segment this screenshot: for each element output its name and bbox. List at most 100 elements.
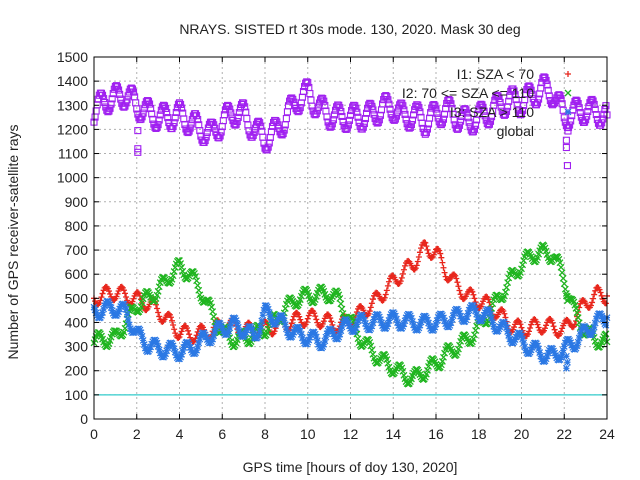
data-point (257, 122, 265, 130)
data-point (153, 291, 161, 299)
data-point (414, 258, 421, 265)
data-point (107, 291, 114, 298)
data-point (92, 309, 100, 317)
data-point (550, 347, 557, 355)
data-point (267, 316, 275, 324)
data-point (297, 330, 305, 338)
data-point (284, 329, 291, 336)
data-point (452, 272, 459, 279)
data-point (423, 243, 430, 250)
data-point (575, 104, 583, 112)
data-point (527, 324, 534, 331)
data-point (98, 294, 105, 301)
data-point (449, 312, 457, 320)
data-point (162, 350, 170, 358)
data-point (442, 320, 450, 328)
data-point (231, 121, 239, 129)
data-point (254, 333, 261, 341)
data-point (558, 100, 566, 108)
data-point (233, 320, 241, 328)
data-point (143, 307, 150, 314)
y-tick-label: 1000 (57, 170, 88, 186)
data-point (375, 116, 383, 124)
data-point (457, 312, 465, 320)
data-point (282, 325, 290, 333)
data-point (479, 103, 487, 111)
data-point (339, 320, 347, 327)
data-point (369, 106, 377, 114)
data-point (542, 355, 550, 363)
data-point (377, 316, 384, 324)
x-tick-label: 8 (261, 426, 269, 442)
data-point (156, 313, 163, 320)
data-point (512, 96, 520, 104)
x-tick-label: 4 (176, 426, 184, 442)
data-point (438, 312, 446, 319)
data-point (512, 333, 520, 341)
data-point (138, 299, 146, 307)
data-point (598, 119, 606, 127)
data-point (441, 317, 448, 325)
data-point (566, 337, 574, 344)
data-point (542, 325, 549, 332)
y-tick-label: 1300 (57, 97, 88, 113)
data-point (169, 317, 176, 324)
data-point (184, 128, 192, 137)
data-point (367, 304, 374, 311)
data-point (369, 296, 376, 303)
data-point (552, 352, 560, 359)
data-point (418, 315, 426, 323)
data-point (599, 115, 607, 123)
data-point (496, 323, 504, 331)
outlier-point (563, 162, 572, 170)
data-point (312, 313, 319, 320)
data-point (347, 325, 354, 332)
data-point (303, 318, 310, 325)
data-point (587, 302, 594, 309)
data-point (367, 325, 375, 332)
data-point (440, 264, 447, 271)
data-point (504, 328, 512, 335)
data-point (590, 323, 598, 331)
data-point (170, 321, 177, 328)
data-point (400, 106, 408, 114)
data-point (315, 340, 322, 348)
legend-marker (564, 89, 572, 97)
data-point (545, 92, 553, 100)
data-point (168, 340, 176, 348)
data-point (99, 290, 106, 297)
data-point (219, 117, 227, 125)
data-point (338, 323, 346, 331)
data-point (517, 330, 524, 338)
data-point (409, 318, 416, 325)
data-point (186, 331, 193, 338)
data-point (336, 294, 344, 302)
data-point (425, 250, 432, 257)
data-point (415, 104, 423, 112)
data-point (97, 89, 106, 97)
data-point (105, 288, 112, 295)
data-point (378, 319, 385, 327)
data-point (154, 121, 162, 129)
data-point (520, 339, 528, 347)
data-point (311, 330, 319, 338)
data-point (582, 116, 590, 124)
data-point (457, 117, 465, 125)
data-point (337, 108, 345, 116)
data-point (537, 352, 545, 360)
data-point (155, 309, 162, 316)
data-point (255, 117, 263, 125)
data-point (336, 104, 344, 112)
data-point (338, 112, 346, 120)
data-point (518, 265, 525, 273)
x-tick-label: 14 (385, 426, 401, 442)
y-axis-label: Number of GPS receiver-satellite rays (5, 125, 21, 360)
data-point (582, 324, 590, 332)
outlier-point (562, 352, 570, 360)
data-point (503, 324, 510, 332)
data-point (399, 367, 407, 375)
data-point (319, 320, 326, 327)
data-point (98, 311, 105, 319)
y-tick-label: 1200 (57, 121, 88, 137)
data-point (368, 346, 376, 354)
